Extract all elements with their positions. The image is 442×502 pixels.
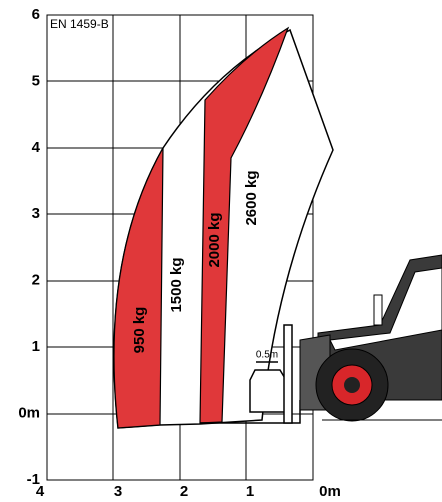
y-axis-label: 2 — [32, 272, 40, 289]
zone-950 — [114, 148, 163, 428]
y-axis-label: 6 — [32, 6, 40, 23]
zone-label: 950 kg — [131, 307, 148, 354]
zone-label: 2600 kg — [243, 170, 260, 225]
attachment-label: 0.5m — [256, 350, 278, 361]
x-axis-label: 0m — [319, 483, 341, 500]
x-axis-label: 2 — [180, 483, 188, 500]
zone-label: 1500 kg — [168, 257, 185, 312]
x-axis-label: 4 — [36, 483, 45, 500]
load-chart: EN 1459-B 6543210m-143210m950 kg1500 kg2… — [0, 0, 442, 502]
zone-label: 2000 kg — [206, 212, 223, 267]
telehandler — [300, 255, 442, 421]
x-axis-label: 1 — [246, 483, 254, 500]
y-axis-label: 5 — [32, 72, 40, 89]
y-axis-label: 4 — [32, 139, 41, 156]
y-axis-label: 0m — [18, 404, 40, 421]
x-axis-label: 3 — [114, 483, 122, 500]
standard-label: EN 1459-B — [50, 17, 109, 31]
y-axis-label: 1 — [32, 338, 40, 355]
y-axis-label: 3 — [32, 205, 40, 222]
